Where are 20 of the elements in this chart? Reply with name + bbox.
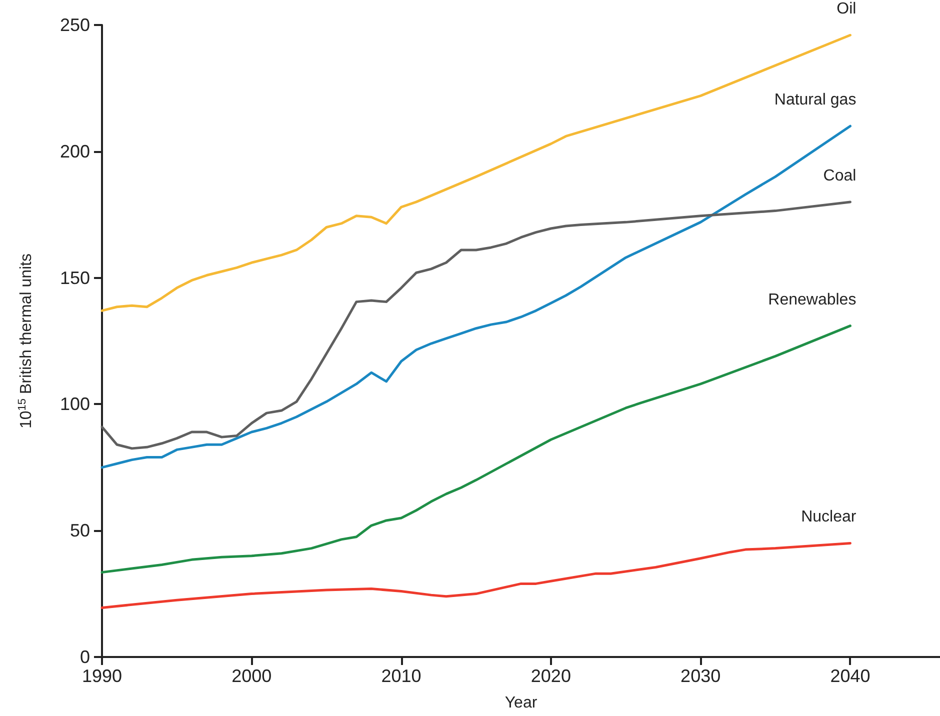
x-tick-label: 2030	[680, 666, 721, 686]
series-label: Natural gas	[774, 92, 856, 109]
y-axis-title: 1015 British thermal units	[16, 254, 35, 428]
x-tick-label: 2040	[830, 666, 870, 686]
y-tick-label: 0	[80, 647, 90, 667]
series-label: Renewables	[768, 291, 856, 308]
line-series	[100, 542, 852, 609]
x-axis-title: Year	[504, 694, 538, 712]
x-tick-label: 2020	[530, 666, 571, 686]
series-label: Nuclear	[801, 508, 857, 526]
x-tick-label: 1990	[82, 666, 122, 686]
series-label: Coal	[823, 167, 856, 184]
y-tick-label: 100	[60, 394, 90, 414]
y-tick-label: 250	[60, 15, 90, 35]
x-tick-label: 2000	[232, 666, 272, 686]
x-tick-label: 2010	[381, 666, 422, 686]
y-tick-label: 150	[60, 268, 90, 288]
series-label: Oil	[836, 0, 856, 18]
y-tick-label: 50	[70, 520, 90, 541]
y-tick-label: 200	[60, 141, 90, 162]
